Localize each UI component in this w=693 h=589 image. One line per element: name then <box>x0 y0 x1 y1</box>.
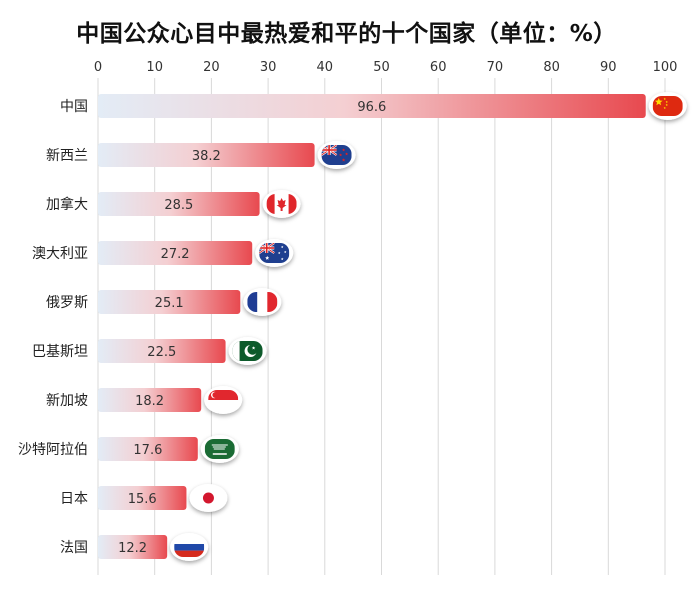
category-label: 沙特阿拉伯 <box>18 442 88 458</box>
flag-canada-icon <box>262 190 301 218</box>
x-tick-labels: 0 10 20 30 40 50 60 70 80 90 100 <box>94 60 678 75</box>
flag-france-icon <box>243 288 282 316</box>
bar <box>98 143 315 167</box>
bar <box>98 339 226 363</box>
flag-new-zealand-icon <box>317 141 356 169</box>
flag-singapore-icon <box>204 386 243 414</box>
flag-russia-icon <box>170 533 209 561</box>
bar <box>98 192 260 216</box>
x-tick-label: 90 <box>600 60 617 75</box>
value-labels: 96.6 38.2 28.5 27.2 25.1 22.5 18.2 17.6 15.6 12.2 <box>118 100 386 556</box>
value-label: 96.6 <box>357 100 386 115</box>
bar <box>98 94 646 118</box>
flag-japan-icon <box>189 484 228 512</box>
category-label: 澳大利亚 <box>32 246 88 262</box>
value-label: 17.6 <box>133 443 162 458</box>
value-label: 38.2 <box>192 149 221 164</box>
category-label: 俄罗斯 <box>46 295 88 311</box>
x-tick-label: 10 <box>146 60 163 75</box>
x-tick-label: 80 <box>543 60 560 75</box>
category-label: 新加坡 <box>46 393 88 409</box>
bar <box>98 535 168 559</box>
value-label: 18.2 <box>135 394 164 409</box>
bar <box>98 437 198 461</box>
category-label: 法国 <box>60 540 88 556</box>
x-tick-label: 70 <box>487 60 504 75</box>
category-label: 加拿大 <box>46 196 88 213</box>
value-label: 12.2 <box>118 541 147 556</box>
flags <box>170 92 687 561</box>
value-label: 27.2 <box>161 247 190 262</box>
chart-title: 中国公众心目中最热爱和平的十个国家（单位：%） <box>76 21 617 47</box>
x-tick-label: 50 <box>373 60 390 75</box>
category-label: 中国 <box>60 99 88 115</box>
x-tick-label: 60 <box>430 60 447 75</box>
bar <box>98 486 187 510</box>
x-tick-label: 0 <box>94 60 102 75</box>
flag-australia-icon <box>255 239 294 267</box>
value-label: 15.6 <box>128 492 157 507</box>
bar <box>98 290 241 314</box>
x-tick-label: 100 <box>653 60 678 75</box>
category-label: 新西兰 <box>46 148 88 164</box>
x-tick-label: 40 <box>317 60 334 75</box>
x-tick-label: 20 <box>203 60 220 75</box>
flag-china-icon <box>648 92 687 120</box>
bar <box>98 388 202 412</box>
value-label: 25.1 <box>155 296 184 311</box>
category-label: 巴基斯坦 <box>32 343 88 360</box>
category-label: 日本 <box>60 491 88 507</box>
bar <box>98 241 253 265</box>
flag-saudi-arabia-icon <box>200 435 239 463</box>
value-label: 28.5 <box>164 198 193 213</box>
x-tick-label: 30 <box>260 60 277 75</box>
value-label: 22.5 <box>147 345 176 360</box>
flag-pakistan-icon <box>228 337 267 365</box>
bars <box>98 94 646 559</box>
